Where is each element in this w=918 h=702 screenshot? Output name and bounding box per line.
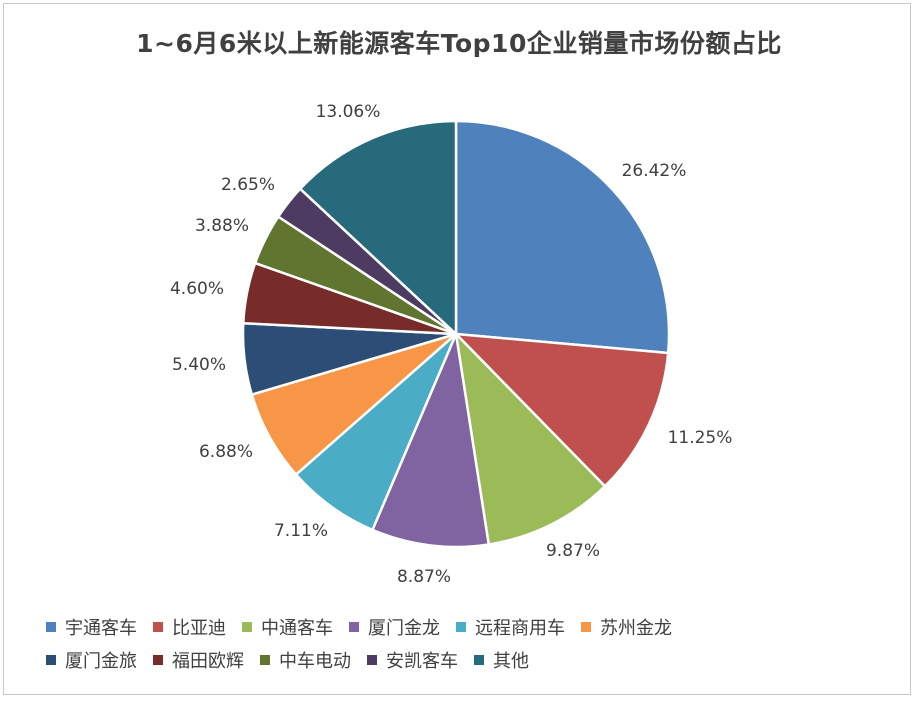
legend-item: 福田欧辉 bbox=[153, 647, 244, 673]
legend-item: 远程商用车 bbox=[456, 614, 565, 640]
legend-label: 远程商用车 bbox=[475, 617, 565, 639]
legend-swatch bbox=[581, 621, 591, 632]
legend-item: 厦门金旅 bbox=[46, 647, 137, 673]
legend-label: 比亚迪 bbox=[172, 617, 226, 639]
data-label-10: 2.65% bbox=[221, 175, 275, 195]
pie-slice-4 bbox=[371, 332, 490, 549]
pie-slice-3 bbox=[454, 332, 607, 546]
legend-label: 福田欧辉 bbox=[172, 650, 244, 672]
data-label-5: 7.11% bbox=[274, 521, 328, 541]
data-label-1: 26.42% bbox=[622, 161, 687, 181]
chart-title: 1~6月6米以上新能源客车Top10企业销量市场份额占比 bbox=[136, 29, 782, 58]
pie-slice-1 bbox=[454, 119, 671, 355]
legend-item: 中通客车 bbox=[242, 614, 333, 640]
legend-label: 宇通客车 bbox=[65, 617, 137, 639]
data-label-6: 6.88% bbox=[199, 442, 253, 462]
legend-swatch bbox=[46, 621, 56, 632]
legend-item: 比亚迪 bbox=[153, 614, 226, 640]
legend-label: 其他 bbox=[493, 650, 529, 672]
legend-item: 宇通客车 bbox=[46, 614, 137, 640]
legend-swatch bbox=[367, 654, 377, 665]
legend-row-1: 宇通客车 比亚迪 中通客车 厦门金龙 远程商用车 苏州金龙 bbox=[46, 610, 886, 643]
legend-label: 厦门金旅 bbox=[65, 650, 137, 672]
data-label-7: 5.40% bbox=[172, 355, 226, 375]
legend-label: 中车电动 bbox=[279, 650, 351, 672]
legend-item: 苏州金龙 bbox=[581, 614, 672, 640]
legend-swatch bbox=[260, 654, 270, 665]
data-label-2: 11.25% bbox=[668, 428, 733, 448]
pie-slice-2 bbox=[454, 332, 670, 488]
data-label-9: 3.88% bbox=[195, 216, 249, 236]
legend-row-2: 厦门金旅 福田欧辉 中车电动 安凯客车 其他 bbox=[46, 643, 886, 676]
data-label-11: 13.06% bbox=[316, 102, 381, 122]
legend-item: 安凯客车 bbox=[367, 647, 458, 673]
data-label-8: 4.60% bbox=[170, 279, 224, 299]
legend-swatch bbox=[349, 621, 359, 632]
legend-item: 中车电动 bbox=[260, 647, 351, 673]
legend-label: 厦门金龙 bbox=[368, 617, 440, 639]
legend-swatch bbox=[46, 654, 56, 665]
legend-label: 中通客车 bbox=[261, 617, 333, 639]
legend-label: 苏州金龙 bbox=[600, 617, 672, 639]
legend-label: 安凯客车 bbox=[386, 650, 458, 672]
legend-swatch bbox=[456, 621, 466, 632]
legend-swatch bbox=[474, 654, 484, 665]
legend-item: 厦门金龙 bbox=[349, 614, 440, 640]
legend-swatch bbox=[242, 621, 252, 632]
pie-slice-11 bbox=[298, 119, 458, 336]
data-label-4: 8.87% bbox=[397, 567, 451, 587]
legend-swatch bbox=[153, 621, 163, 632]
data-label-3: 9.87% bbox=[546, 541, 600, 561]
legend-item: 其他 bbox=[474, 647, 529, 673]
chart-legend: 宇通客车 比亚迪 中通客车 厦门金龙 远程商用车 苏州金龙厦门金旅 福田欧辉 中车电动 安凯客车… bbox=[46, 610, 886, 676]
legend-swatch bbox=[153, 654, 163, 665]
